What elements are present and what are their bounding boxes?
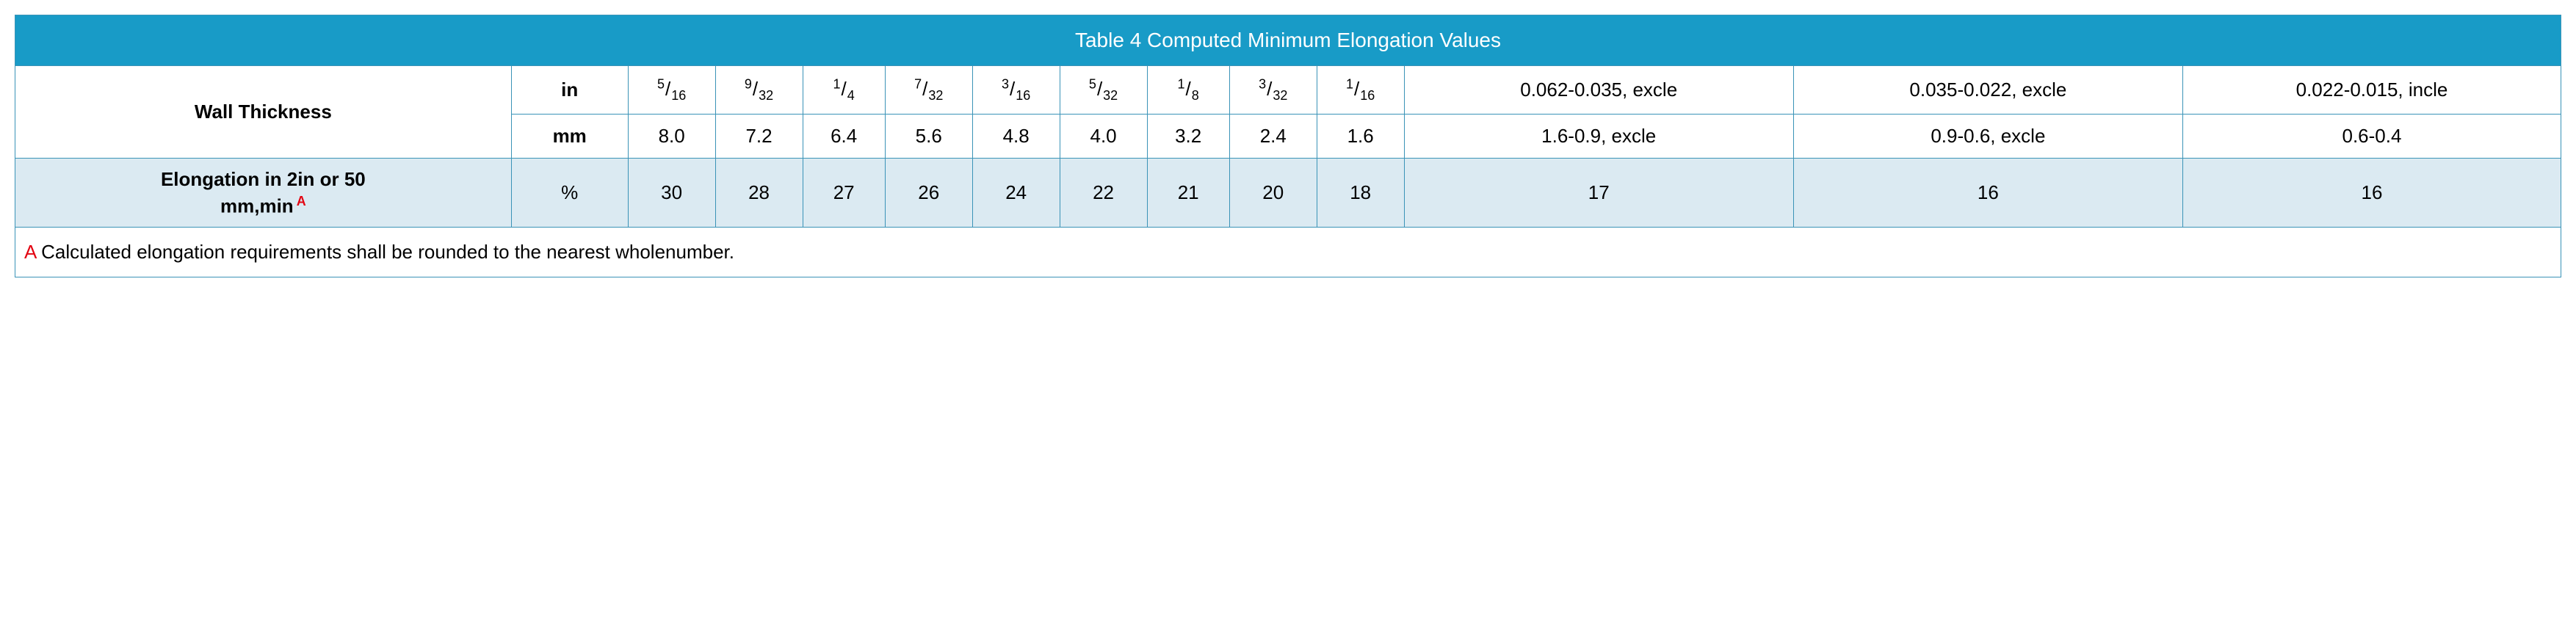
frac-den: 16: [671, 88, 686, 103]
frac-den: 16: [1016, 88, 1030, 103]
frac-slash: /: [841, 78, 847, 100]
frac-cell: 3/16: [972, 66, 1060, 115]
elong-cell: 21: [1147, 158, 1229, 227]
mm-cell: 2.4: [1229, 114, 1317, 158]
frac-num: 9: [745, 76, 752, 91]
frac-cell: 5/16: [628, 66, 715, 115]
frac-num: 5: [657, 76, 665, 91]
frac-cell: 7/32: [885, 66, 972, 115]
row-elongation: Elongation in 2in or 50 mm,minA % 30 28 …: [15, 158, 2561, 227]
frac-slash: /: [1353, 78, 1360, 100]
frac-cell: 1/4: [803, 66, 885, 115]
frac-cell: 5/32: [1060, 66, 1147, 115]
elong-cell: 22: [1060, 158, 1147, 227]
frac-den: 32: [1273, 88, 1287, 103]
row-wall-in: Wall Thickness in 5/16 9/32 1/4 7/32 3/1…: [15, 66, 2561, 115]
table-title-row: Table 4 Computed Minimum Elongation Valu…: [15, 15, 2561, 66]
frac-num: 1: [1346, 76, 1353, 91]
table-title: Table 4 Computed Minimum Elongation Valu…: [15, 15, 2561, 66]
frac-num: 5: [1089, 76, 1096, 91]
frac-num: 3: [1259, 76, 1266, 91]
frac-slash: /: [1009, 78, 1016, 100]
elong-cell: 26: [885, 158, 972, 227]
in-range-cell: 0.062-0.035, excle: [1404, 66, 1793, 115]
frac-slash: /: [665, 78, 671, 100]
elong-cell: 16: [2182, 158, 2561, 227]
mm-cell: 4.0: [1060, 114, 1147, 158]
mm-cell: 7.2: [715, 114, 803, 158]
mm-cell: 6.4: [803, 114, 885, 158]
frac-den: 32: [1103, 88, 1118, 103]
mm-range-cell: 1.6-0.9, excle: [1404, 114, 1793, 158]
frac-slash: /: [1185, 78, 1192, 100]
elong-cell: 20: [1229, 158, 1317, 227]
footnote-marker: A: [24, 241, 36, 263]
frac-den: 4: [847, 88, 855, 103]
elong-cell: 28: [715, 158, 803, 227]
elong-label-line1: Elongation in 2in or 50: [161, 168, 366, 190]
frac-slash: /: [1266, 78, 1273, 100]
frac-den: 32: [928, 88, 943, 103]
frac-num: 1: [833, 76, 841, 91]
in-range-cell: 0.035-0.022, excle: [1793, 66, 2182, 115]
elongation-label: Elongation in 2in or 50 mm,minA: [15, 158, 512, 227]
frac-num: 3: [1002, 76, 1009, 91]
elong-cell: 18: [1317, 158, 1404, 227]
mm-range-cell: 0.6-0.4: [2182, 114, 2561, 158]
frac-cell: 1/16: [1317, 66, 1404, 115]
unit-pct: %: [511, 158, 628, 227]
elong-label-line2: mm,min: [220, 195, 294, 217]
elong-cell: 24: [972, 158, 1060, 227]
elong-cell: 30: [628, 158, 715, 227]
mm-range-cell: 0.9-0.6, excle: [1793, 114, 2182, 158]
wall-thickness-label: Wall Thickness: [15, 66, 512, 159]
unit-in: in: [511, 66, 628, 115]
elong-cell: 16: [1793, 158, 2182, 227]
elong-cell: 17: [1404, 158, 1793, 227]
mm-cell: 3.2: [1147, 114, 1229, 158]
frac-num: 1: [1178, 76, 1185, 91]
frac-den: 32: [759, 88, 773, 103]
row-footnote: A Calculated elongation requirements sha…: [15, 228, 2561, 277]
footnote-cell: A Calculated elongation requirements sha…: [15, 228, 2561, 277]
frac-cell: 9/32: [715, 66, 803, 115]
elong-label-sup: A: [297, 194, 306, 208]
in-range-cell: 0.022-0.015, incle: [2182, 66, 2561, 115]
mm-cell: 4.8: [972, 114, 1060, 158]
elong-cell: 27: [803, 158, 885, 227]
frac-cell: 3/32: [1229, 66, 1317, 115]
unit-mm: mm: [511, 114, 628, 158]
frac-den: 16: [1360, 88, 1375, 103]
frac-num: 7: [914, 76, 922, 91]
mm-cell: 5.6: [885, 114, 972, 158]
frac-slash: /: [1096, 78, 1103, 100]
frac-slash: /: [752, 78, 759, 100]
elongation-table: Table 4 Computed Minimum Elongation Valu…: [15, 15, 2561, 277]
mm-cell: 1.6: [1317, 114, 1404, 158]
mm-cell: 8.0: [628, 114, 715, 158]
footnote-text: Calculated elongation requirements shall…: [36, 241, 734, 263]
frac-cell: 1/8: [1147, 66, 1229, 115]
frac-den: 8: [1192, 88, 1199, 103]
frac-slash: /: [922, 78, 928, 100]
